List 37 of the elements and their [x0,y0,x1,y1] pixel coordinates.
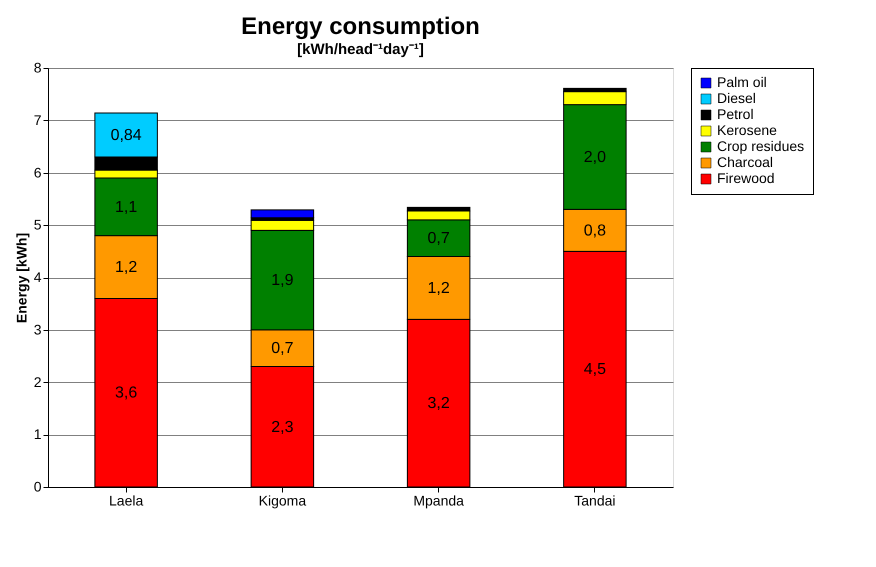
data-label: 3,2 [428,395,450,412]
data-label: 0,7 [271,340,294,358]
x-tick-label: Laela [108,492,144,508]
legend-label: Palm oil [717,74,767,90]
y-tick-label: 2 [34,374,42,390]
legend-label: Diesel [717,90,756,106]
data-label: 2,3 [271,418,294,436]
y-tick-label: 3 [34,321,42,338]
y-tick-label: 0 [34,478,42,494]
data-label: 1,1 [115,198,138,216]
y-tick-label: 6 [34,164,42,180]
y-tick-label: 1 [34,426,42,442]
y-tick-label: 7 [34,112,42,128]
data-label: 1,9 [271,272,294,290]
data-label: 0,84 [110,127,142,144]
y-axis-title: Energy [kWh] [14,232,30,324]
y-tick-label: 5 [34,216,42,233]
legend-label: Crop residues [717,138,804,154]
bar [250,209,314,218]
x-tick-label: Kigoma [258,492,306,508]
data-label: 0,7 [428,230,450,248]
x-tick-label: Mpanda [413,492,464,508]
chart-subtitle: [kWh/head⁻¹day⁻¹] [297,41,424,58]
y-tick-label: 4 [34,269,42,285]
chart-title: Energy consumption [241,13,480,40]
data-label: 4,5 [584,361,606,378]
legend-label: Petrol [717,106,754,122]
x-tick-label: Tandai [574,492,616,508]
data-label: 0,8 [584,222,606,240]
data-label: 2,0 [584,149,606,166]
data-label: 1,2 [428,280,450,297]
legend-label: Charcoal [717,154,774,170]
legend-label: Firewood [717,170,775,186]
data-label: 1,2 [115,259,138,276]
y-tick-label: 8 [34,60,42,76]
data-label: 3,6 [115,384,138,402]
legend-label: Kerosene [717,122,778,138]
